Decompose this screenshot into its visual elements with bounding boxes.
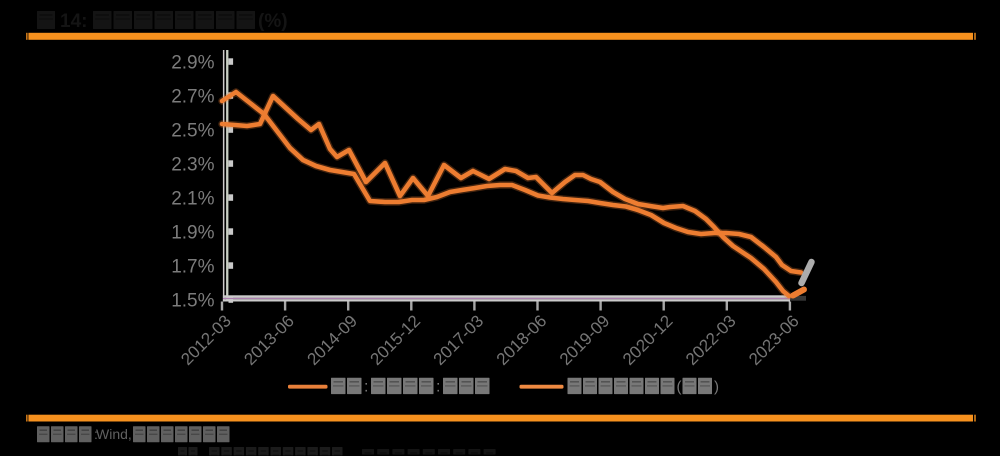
svg-text:2.9%: 2.9% [171,53,214,74]
svg-text:(%): (%) [258,11,288,32]
svg-text:2.5%: 2.5% [171,121,214,142]
svg-text:Wind,: Wind, [96,426,132,442]
svg-text:1.7%: 1.7% [171,257,214,278]
svg-text:2.3%: 2.3% [171,155,214,176]
svg-text:): ) [714,379,719,396]
svg-text::: : [364,379,368,396]
svg-text:(: ( [677,379,682,396]
svg-text:1.5%: 1.5% [171,291,214,312]
svg-text:2.7%: 2.7% [171,87,214,108]
svg-text::: : [94,426,98,442]
svg-text:14:: 14: [60,11,87,32]
svg-text:1.9%: 1.9% [171,223,214,244]
svg-text:2.1%: 2.1% [171,189,214,210]
svg-text::: : [436,379,440,396]
